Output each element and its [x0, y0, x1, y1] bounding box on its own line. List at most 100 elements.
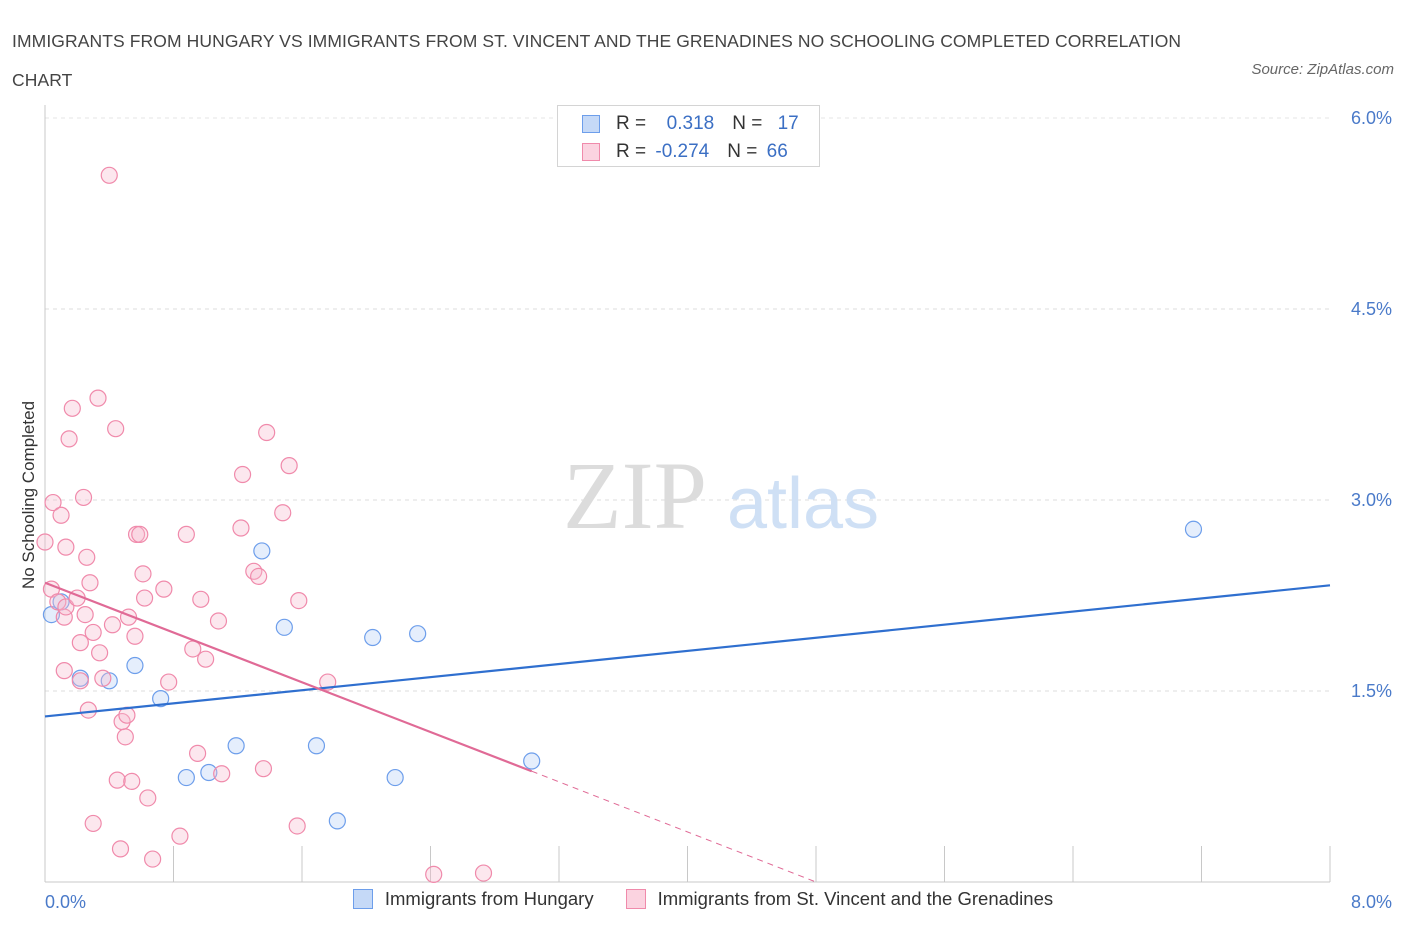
chart-title: IMMIGRANTS FROM HUNGARY VS IMMIGRANTS FR…	[12, 31, 1182, 90]
point-st-vincent	[245, 562, 263, 580]
point-st-vincent	[250, 567, 268, 586]
point-st-vincent	[139, 789, 157, 807]
y-tick-label: 6.0%	[1351, 108, 1392, 128]
point-hungary	[1184, 520, 1203, 538]
axes	[44, 105, 1331, 883]
point-st-vincent	[100, 166, 118, 184]
point-hungary	[307, 737, 326, 755]
point-st-vincent	[74, 488, 93, 507]
legend-swatch-st-vincent	[582, 143, 600, 161]
point-st-vincent	[57, 598, 75, 616]
point-st-vincent	[126, 627, 144, 645]
series-label-hungary: Immigrants from Hungary	[384, 888, 594, 909]
series-legend: Immigrants from Hungary Immigrants from …	[0, 888, 1406, 910]
watermark-zip: ZIP	[563, 442, 707, 549]
legend-swatch-hungary	[582, 115, 600, 133]
trend-line-st-vincent-extension	[531, 770, 817, 883]
point-hungary	[200, 763, 218, 782]
point-st-vincent	[144, 850, 162, 868]
point-st-vincent	[197, 650, 215, 668]
point-st-vincent	[78, 548, 96, 566]
point-st-vincent	[171, 827, 189, 845]
trend-line-hungary	[44, 584, 1331, 718]
legend-r-value: 0.318	[661, 113, 715, 134]
point-st-vincent	[107, 420, 125, 438]
legend-r-label: R =	[616, 141, 652, 162]
point-st-vincent	[188, 744, 207, 762]
point-st-vincent	[76, 605, 94, 624]
y-axis-title: No Schooling Completed	[19, 401, 38, 589]
legend-n-label: N =	[732, 113, 768, 134]
x-tick-label-start: 0.0%	[45, 892, 86, 912]
point-st-vincent	[111, 840, 130, 858]
point-st-vincent	[71, 672, 89, 690]
point-st-vincent	[57, 538, 75, 556]
point-st-vincent	[55, 662, 73, 680]
point-st-vincent	[36, 533, 54, 551]
point-st-vincent	[209, 612, 228, 630]
point-st-vincent	[60, 430, 78, 448]
point-st-vincent	[94, 669, 112, 687]
legend-r-value: -0.274	[655, 141, 710, 162]
point-hungary	[253, 542, 271, 560]
point-st-vincent	[213, 765, 231, 783]
point-st-vincent	[84, 623, 102, 642]
x-tick-label-end: 8.0%	[1351, 892, 1392, 912]
series-swatch-st-vincent	[625, 889, 646, 909]
point-st-vincent	[89, 389, 107, 407]
point-st-vincent	[103, 616, 122, 634]
tick-labels: 1.5% 3.0% 4.5% 6.0% 0.0% 8.0%	[45, 108, 1392, 912]
point-st-vincent	[91, 644, 109, 662]
point-st-vincent	[319, 673, 337, 691]
y-tick-label: 3.0%	[1351, 490, 1392, 510]
point-hungary	[227, 737, 245, 755]
point-st-vincent	[280, 457, 298, 475]
legend-n-value: 66	[766, 141, 788, 162]
point-st-vincent	[160, 673, 178, 691]
point-st-vincent	[44, 493, 62, 512]
point-st-vincent	[52, 506, 70, 524]
legend-r-label: R =	[616, 113, 652, 134]
point-st-vincent	[425, 865, 443, 883]
trend-lines	[44, 581, 1331, 883]
point-st-vincent	[290, 591, 308, 610]
point-hungary	[386, 768, 404, 787]
point-st-vincent	[474, 864, 493, 882]
point-st-vincent	[232, 519, 250, 537]
point-st-vincent	[63, 399, 81, 417]
point-hungary	[126, 656, 144, 675]
series-legend-st-vincent: Immigrants from St. Vincent and the Gren…	[625, 888, 1054, 910]
point-hungary	[409, 625, 427, 643]
legend-n-value: 17	[777, 113, 799, 134]
point-st-vincent	[155, 580, 173, 598]
point-st-vincent	[116, 728, 134, 746]
point-st-vincent	[81, 574, 99, 592]
point-st-vincent	[123, 772, 141, 791]
legend-row-hungary: R = 0.318 N = 17	[582, 112, 799, 136]
point-st-vincent	[177, 525, 195, 543]
point-st-vincent	[71, 634, 89, 652]
point-hungary	[523, 752, 541, 770]
y-tick-label: 4.5%	[1351, 299, 1392, 319]
point-st-vincent	[258, 423, 276, 442]
point-st-vincent	[84, 814, 102, 833]
point-st-vincent	[288, 817, 306, 835]
point-hungary	[177, 768, 195, 787]
point-st-vincent	[79, 701, 97, 719]
point-st-vincent	[274, 504, 292, 522]
series-legend-hungary: Immigrants from Hungary	[352, 888, 594, 910]
legend-row-st-vincent: R = -0.274 N = 66	[582, 140, 788, 164]
series-swatch-hungary	[352, 889, 373, 909]
stats-legend: R = 0.318 N = 17 R = -0.274 N = 66	[557, 105, 820, 167]
series-label-st-vincent: Immigrants from St. Vincent and the Gren…	[657, 888, 1054, 909]
point-hungary	[364, 628, 382, 647]
point-st-vincent	[131, 525, 149, 543]
watermark-atlas: atlas	[727, 464, 879, 544]
point-st-vincent	[233, 465, 252, 484]
source-label: Source: ZipAtlas.com	[1251, 61, 1394, 78]
point-st-vincent	[108, 771, 126, 789]
point-st-vincent	[134, 565, 152, 583]
y-tick-label: 1.5%	[1351, 681, 1392, 701]
point-hungary	[328, 812, 346, 830]
